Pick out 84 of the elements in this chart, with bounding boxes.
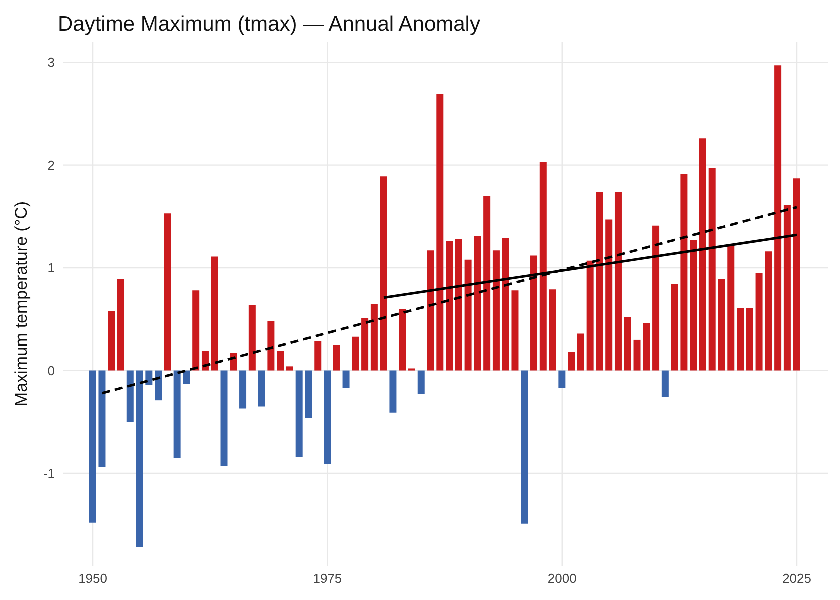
bar	[502, 238, 510, 371]
bar	[108, 311, 116, 371]
bar	[737, 308, 744, 371]
bar	[248, 305, 256, 371]
bar	[577, 334, 584, 371]
bar	[662, 370, 669, 398]
bar	[492, 250, 500, 371]
bar	[652, 226, 660, 371]
bar	[380, 176, 388, 371]
bar	[634, 340, 641, 371]
bar	[314, 340, 322, 371]
bar	[418, 370, 425, 394]
bar	[390, 370, 397, 413]
bar	[474, 236, 482, 371]
bar	[118, 279, 125, 371]
bar	[370, 304, 378, 371]
bar	[549, 290, 556, 371]
bar	[342, 370, 350, 388]
bar	[146, 370, 153, 386]
bar	[774, 66, 782, 371]
bar	[220, 370, 228, 466]
bar	[784, 205, 791, 371]
bar	[690, 240, 698, 371]
bar	[484, 196, 491, 371]
bar	[718, 279, 726, 371]
y-tick-label: -1	[43, 466, 55, 482]
bar	[728, 245, 735, 371]
bar	[277, 351, 284, 371]
bar	[793, 178, 800, 371]
bar	[174, 370, 181, 458]
x-tick-label: 1975	[313, 571, 342, 586]
bar	[708, 168, 716, 371]
bar	[746, 308, 754, 371]
bar	[699, 138, 706, 371]
bar	[680, 174, 688, 371]
y-tick-label: 2	[48, 158, 55, 173]
bar	[436, 94, 444, 371]
bar	[183, 370, 190, 384]
bar	[333, 345, 340, 371]
bar	[464, 260, 472, 371]
bar	[324, 370, 332, 464]
x-tick-label: 1950	[78, 571, 108, 586]
bar	[586, 260, 594, 371]
bar	[671, 284, 678, 371]
bar	[765, 252, 772, 371]
bar	[155, 370, 162, 401]
bar	[258, 370, 266, 407]
bar	[643, 324, 650, 371]
x-tick-label: 2025	[782, 571, 812, 586]
bar	[427, 250, 434, 371]
bar	[268, 321, 275, 371]
bar	[540, 162, 547, 371]
bar	[568, 352, 576, 371]
bar	[98, 370, 106, 468]
bar	[624, 317, 632, 371]
bar	[399, 309, 406, 371]
y-tick-label: 3	[48, 55, 55, 70]
bar	[521, 370, 528, 524]
bar	[126, 370, 134, 422]
bar	[296, 370, 303, 458]
bar	[136, 370, 144, 548]
x-tick-label: 2000	[548, 571, 577, 586]
bar	[240, 370, 247, 409]
bar	[211, 256, 218, 371]
bar	[352, 336, 360, 371]
bar	[192, 290, 200, 371]
bar	[512, 290, 519, 371]
bar	[286, 366, 294, 371]
bar	[756, 273, 763, 371]
bar	[606, 220, 613, 371]
bar	[530, 256, 538, 371]
bar	[596, 192, 604, 371]
y-tick-label: 1	[48, 260, 55, 276]
bar	[362, 318, 369, 371]
chart-title: Daytime Maximum (tmax) — Annual Anomaly	[57, 12, 482, 38]
bar	[558, 370, 566, 388]
y-tick-label: 0	[48, 363, 55, 378]
bar	[614, 192, 622, 371]
bar	[446, 241, 454, 371]
bar	[455, 239, 462, 371]
y-axis-title: Maximum temperature (°C)	[12, 201, 32, 407]
bar	[305, 370, 312, 418]
bar	[164, 214, 172, 371]
bar	[89, 370, 96, 523]
